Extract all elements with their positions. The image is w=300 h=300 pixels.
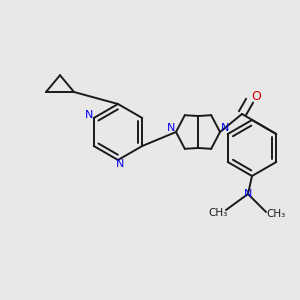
Text: O: O — [251, 89, 261, 103]
Text: N: N — [85, 110, 93, 120]
Text: N: N — [244, 189, 252, 199]
Text: N: N — [167, 123, 175, 133]
Text: CH₃: CH₃ — [208, 208, 228, 218]
Text: CH₃: CH₃ — [266, 209, 286, 219]
Text: N: N — [116, 159, 124, 169]
Text: N: N — [221, 123, 229, 133]
